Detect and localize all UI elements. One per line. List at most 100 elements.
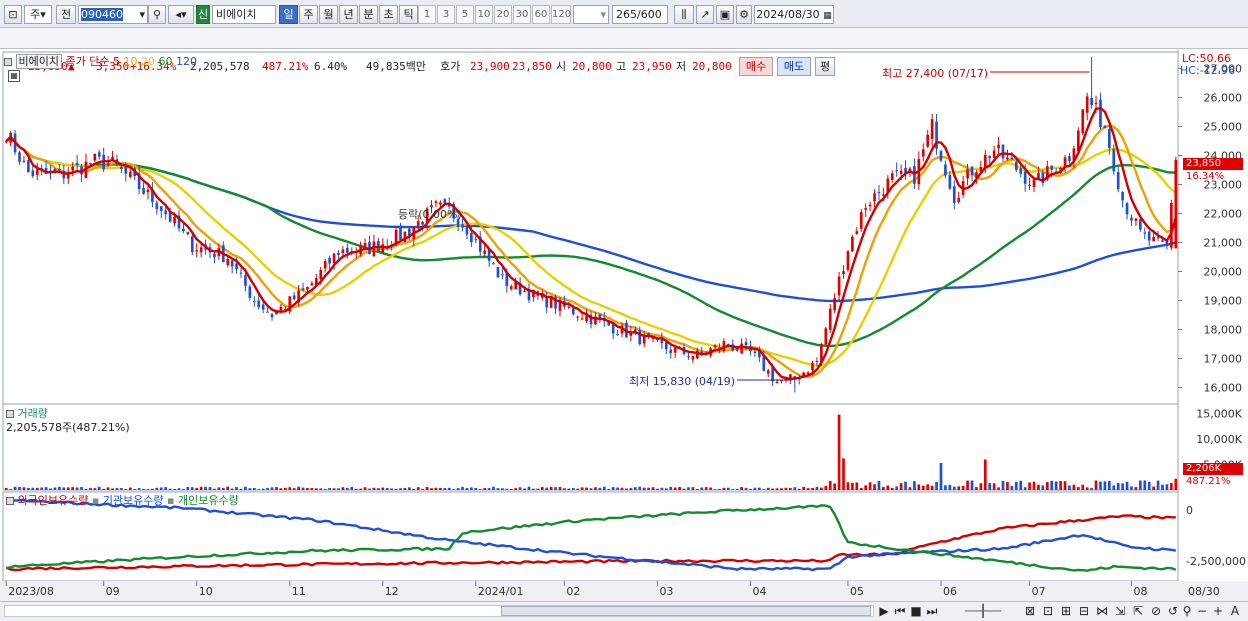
candle-body: [842, 271, 845, 275]
gear-icon[interactable]: ⚙: [736, 5, 752, 24]
buy-button[interactable]: 매수: [739, 57, 773, 76]
candle-body: [1010, 157, 1014, 160]
market-select[interactable]: 주▾: [24, 5, 52, 24]
forward-icon[interactable]: ⏭: [926, 604, 938, 618]
candle-body: [319, 270, 323, 280]
chart-tool-icon-6[interactable]: ⇲: [1114, 604, 1126, 618]
x-axis-band: [0, 581, 1248, 601]
candle-body: [35, 169, 39, 175]
interval-5[interactable]: 5: [456, 5, 474, 24]
candle-body: [890, 173, 894, 180]
candle-body: [771, 367, 774, 382]
scroll-track[interactable]: [4, 605, 874, 617]
volume-bar: [1130, 486, 1133, 490]
volume-bar: [983, 459, 987, 490]
volume-bar: [580, 487, 584, 490]
sound-icon[interactable]: ◂▾: [168, 5, 194, 24]
chart-tool-icon-3[interactable]: ⊞: [1060, 604, 1072, 618]
period-second[interactable]: 초: [379, 5, 398, 24]
interval-30[interactable]: 30: [513, 5, 531, 24]
volume-bar: [1147, 481, 1151, 490]
candle-body: [159, 206, 163, 211]
price-tick-label: 22,000: [1204, 208, 1243, 221]
chart-area[interactable]: 27,000 26,000 25,000 24,000 23,000 22,000 21,0…: [0, 50, 1248, 602]
volume-bar: [789, 487, 792, 490]
zoom-in-icon[interactable]: +: [1212, 604, 1224, 618]
chart-tool-icon-4[interactable]: ⊟: [1078, 604, 1090, 618]
chart-tool-icon-2[interactable]: ⊡: [1042, 604, 1054, 618]
price-tick-label: 23,000: [1204, 179, 1243, 192]
candle-body: [257, 300, 261, 308]
panel-toggle-icon[interactable]: [4, 58, 12, 66]
prev-button[interactable]: 전: [56, 5, 76, 24]
holdings-toggle-icon[interactable]: [6, 497, 14, 505]
volume-bar: [837, 414, 841, 490]
interval-3[interactable]: 3: [437, 5, 455, 24]
reset-icon[interactable]: ↺: [1167, 604, 1179, 618]
period-day[interactable]: 일: [279, 5, 298, 24]
candle-body: [71, 166, 74, 171]
volume-bar: [598, 487, 602, 490]
candle-body: [1041, 172, 1045, 184]
chart-tool-icon-1[interactable]: ⊠: [1024, 604, 1036, 618]
candle-body: [439, 202, 442, 205]
candle-body: [580, 318, 584, 320]
ma-5-line: [5, 106, 1177, 381]
count-field[interactable]: 265/600: [612, 5, 668, 24]
volume-bar: [275, 487, 278, 490]
interval-1[interactable]: 1: [418, 5, 436, 24]
period-year[interactable]: 년: [339, 5, 358, 24]
chart-tool-icon-8[interactable]: ⊘: [1150, 604, 1162, 618]
candle-body: [735, 348, 739, 351]
volume-panel-toggle-icon[interactable]: [6, 410, 14, 418]
menu-icon[interactable]: ⊡: [4, 5, 22, 24]
search-icon[interactable]: ⚲: [148, 5, 166, 24]
candle-icon[interactable]: ⫼: [674, 5, 694, 24]
volume-bar: [558, 486, 562, 490]
period-tick[interactable]: 틱: [399, 5, 418, 24]
volume-bar: [97, 486, 101, 490]
zoom-slider[interactable]: ──╂──: [964, 604, 1002, 618]
candle-body: [571, 308, 575, 315]
volume-bar: [536, 488, 540, 490]
volume-bar: [270, 487, 274, 490]
volume-bar: [523, 488, 526, 490]
chart-tool-icon-5[interactable]: ⋈: [1096, 604, 1108, 618]
zoom-search-icon[interactable]: ⚲: [1182, 604, 1192, 618]
candle-body: [22, 160, 26, 162]
stock-name-field[interactable]: 비에이치: [212, 5, 276, 24]
period-minute[interactable]: 분: [359, 5, 378, 24]
volume-bar: [35, 487, 39, 490]
volume-value: 2,205,578: [190, 60, 250, 73]
scroll-thumb[interactable]: [501, 606, 871, 616]
volume-bar: [439, 487, 442, 490]
volume-bar: [27, 487, 30, 490]
interval-120[interactable]: 120: [551, 5, 571, 24]
period-week[interactable]: 주: [299, 5, 318, 24]
volume-bar: [753, 487, 757, 490]
eval-button[interactable]: 평: [815, 57, 835, 76]
sell-button[interactable]: 매도: [777, 57, 811, 76]
volume-bar: [501, 488, 504, 490]
scroll-right-icon[interactable]: ▶: [879, 604, 889, 618]
date-field[interactable]: 2024/08/30 ▦: [754, 5, 834, 24]
stop-icon[interactable]: ■: [910, 604, 922, 618]
grid-toggle-icon[interactable]: ▦: [8, 70, 20, 82]
interval-20[interactable]: 20: [494, 5, 512, 24]
candle-body: [146, 189, 150, 193]
interval-custom-select[interactable]: ▾: [573, 5, 609, 24]
zoom-out-icon[interactable]: −: [1196, 604, 1208, 618]
chart-tool-icon-7[interactable]: ⇱: [1132, 604, 1144, 618]
period-month[interactable]: 월: [319, 5, 338, 24]
save-icon[interactable]: ▣: [716, 5, 734, 24]
stock-chart[interactable]: 27,00026,00025,00024,00023,00022,00021,0…: [0, 50, 1248, 602]
interval-60[interactable]: 60: [532, 5, 550, 24]
volume-bar: [111, 488, 114, 490]
line-tool-icon[interactable]: ↗: [696, 5, 714, 24]
font-size-icon[interactable]: A: [1230, 604, 1240, 618]
volume-bar: [1032, 481, 1036, 490]
interval-10[interactable]: 10: [475, 5, 493, 24]
rewind-icon[interactable]: ⏮: [894, 604, 906, 618]
volume-bar: [399, 488, 402, 490]
stock-code-input[interactable]: 090460 ▾: [78, 5, 148, 24]
